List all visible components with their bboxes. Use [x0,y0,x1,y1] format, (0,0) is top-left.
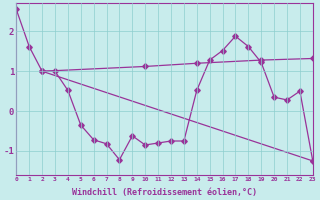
X-axis label: Windchill (Refroidissement éolien,°C): Windchill (Refroidissement éolien,°C) [72,188,257,197]
